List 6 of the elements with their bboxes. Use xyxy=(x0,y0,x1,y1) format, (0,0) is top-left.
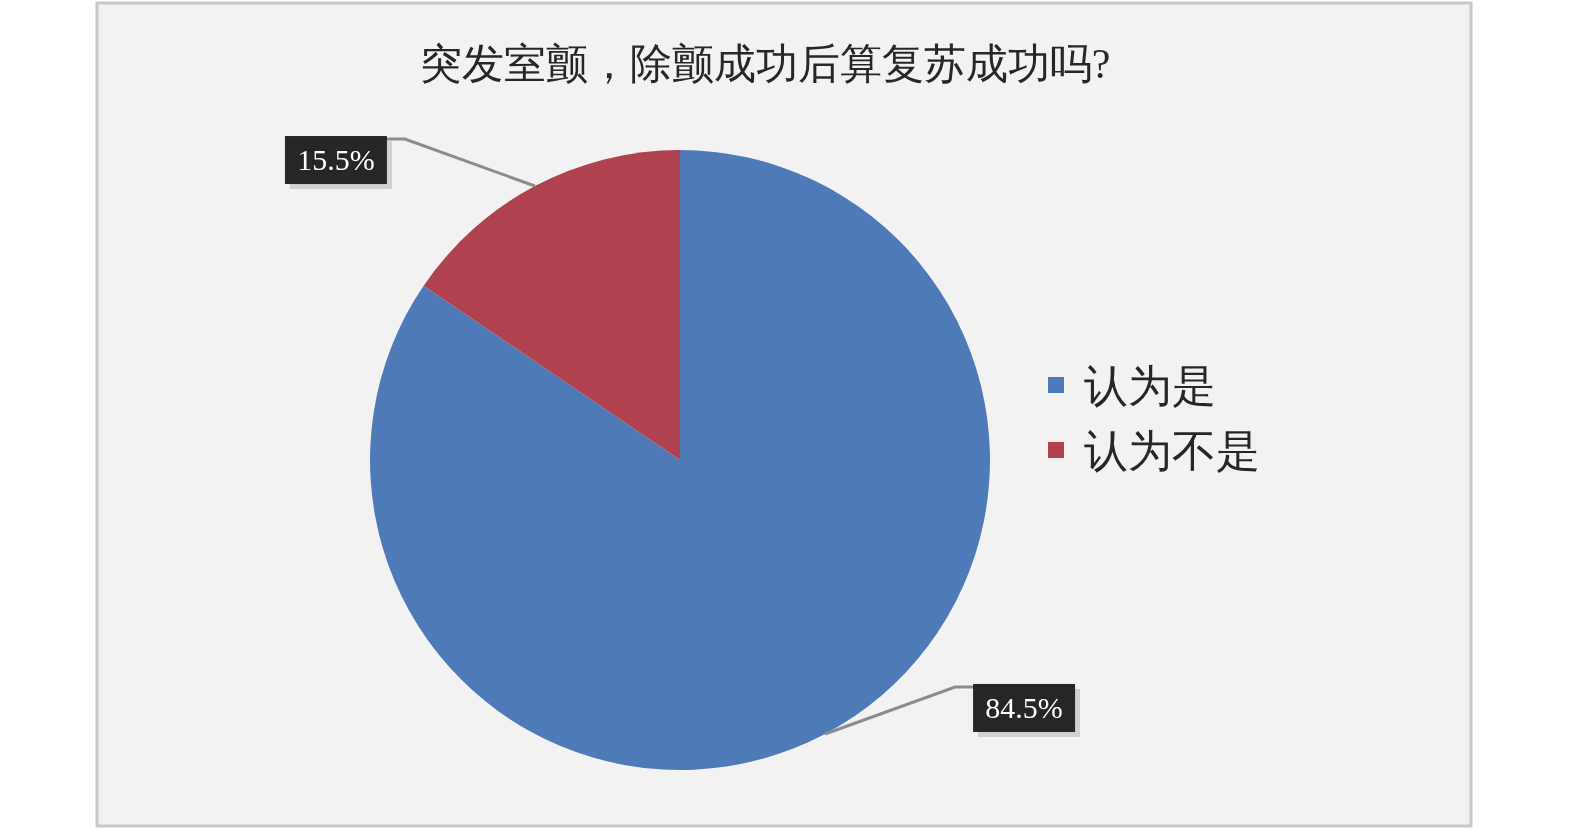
pie-slice xyxy=(423,150,680,460)
legend-label: 认为是 xyxy=(1084,362,1216,411)
data-label: 84.5% xyxy=(985,690,1063,724)
legend-label: 认为不是 xyxy=(1084,427,1260,476)
data-label: 15.5% xyxy=(297,143,375,177)
chart-title: 突发室颤，除颤成功后算复苏成功吗? xyxy=(419,41,1111,87)
